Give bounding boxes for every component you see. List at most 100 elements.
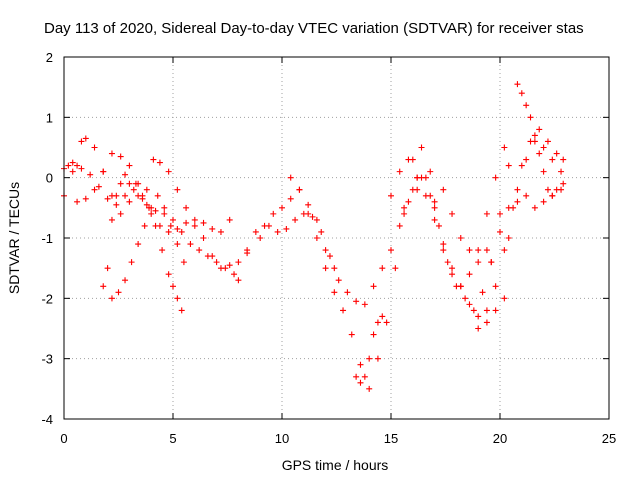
data-point — [361, 373, 368, 380]
series-track-6 — [235, 186, 338, 284]
series-track-14 — [475, 126, 567, 332]
chart-title: Day 113 of 2020, Sidereal Day-to-day VTE… — [44, 20, 584, 37]
data-point — [178, 307, 185, 314]
data-point — [117, 210, 124, 217]
data-point — [322, 265, 329, 272]
data-point — [353, 373, 360, 380]
data-point — [370, 283, 377, 290]
data-point — [126, 198, 133, 205]
data-point — [292, 216, 299, 223]
data-point — [488, 259, 495, 266]
series-track-10 — [388, 144, 508, 290]
data-point — [117, 153, 124, 160]
x-tick-label: 25 — [602, 431, 616, 446]
data-point — [479, 289, 486, 296]
data-point — [161, 210, 168, 217]
data-point — [475, 259, 482, 266]
data-point — [235, 277, 242, 284]
data-point — [357, 379, 364, 386]
data-point — [74, 198, 81, 205]
data-point — [374, 355, 381, 362]
data-point — [122, 171, 129, 178]
data-point — [143, 186, 150, 193]
data-point — [514, 198, 521, 205]
data-point — [209, 253, 216, 260]
data-point — [549, 156, 556, 163]
data-point — [252, 228, 259, 235]
data-point — [270, 210, 277, 217]
data-point — [396, 222, 403, 229]
data-point — [492, 307, 499, 314]
data-point — [130, 186, 137, 193]
data-point — [148, 210, 155, 217]
data-point — [475, 247, 482, 254]
data-point — [159, 247, 166, 254]
data-point — [126, 162, 133, 169]
data-point — [353, 298, 360, 305]
data-point — [431, 198, 438, 205]
data-point — [444, 259, 451, 266]
data-point — [200, 219, 207, 226]
data-point — [165, 168, 172, 175]
data-point — [104, 195, 111, 202]
data-point — [344, 289, 351, 296]
data-point — [305, 210, 312, 217]
data-point — [505, 204, 512, 211]
data-point — [82, 195, 89, 202]
series-track-7 — [257, 174, 421, 308]
data-point — [108, 295, 115, 302]
data-point — [357, 361, 364, 368]
data-point — [191, 216, 198, 223]
data-point — [501, 295, 508, 302]
data-point — [370, 331, 377, 338]
data-point — [527, 114, 534, 121]
data-point — [379, 265, 386, 272]
data-point — [331, 289, 338, 296]
data-point — [235, 259, 242, 266]
data-point — [457, 283, 464, 290]
data-point — [113, 201, 120, 208]
data-point — [544, 138, 551, 145]
y-axis-label: SDTVAR / TECUs — [6, 182, 22, 294]
data-point — [505, 162, 512, 169]
series-track-15 — [505, 138, 565, 241]
data-point — [326, 253, 333, 260]
data-point — [523, 192, 530, 199]
data-point — [156, 159, 163, 166]
data-point — [531, 204, 538, 211]
data-point — [418, 144, 425, 151]
data-point — [108, 150, 115, 157]
x-tick-label: 10 — [275, 431, 289, 446]
data-point — [396, 168, 403, 175]
data-point — [287, 195, 294, 202]
data-point — [560, 180, 567, 187]
data-point — [340, 307, 347, 314]
data-point — [174, 186, 181, 193]
data-point — [274, 228, 281, 235]
data-point — [475, 313, 482, 320]
data-point — [156, 222, 163, 229]
data-point — [523, 156, 530, 163]
data-point — [523, 102, 530, 109]
data-point — [174, 225, 181, 232]
series-track-9 — [353, 313, 386, 386]
data-point — [174, 241, 181, 248]
data-point — [178, 228, 185, 235]
x-tick-label: 0 — [60, 431, 67, 446]
data-point — [549, 192, 556, 199]
ticks: 0 5 10 15 20 25 -4 -3 -2 -1 0 1 2 — [41, 50, 616, 446]
data-point — [497, 210, 503, 217]
data-point — [475, 325, 482, 332]
data-point — [154, 192, 161, 199]
data-point — [313, 235, 320, 241]
data-point — [283, 225, 290, 232]
data-point — [514, 186, 521, 193]
data-point — [374, 319, 381, 326]
data-point — [69, 168, 76, 175]
data-point — [536, 150, 543, 157]
y-tick-label: 0 — [46, 171, 53, 186]
data-point — [122, 277, 129, 284]
data-point — [209, 225, 216, 232]
data-point — [174, 295, 181, 302]
